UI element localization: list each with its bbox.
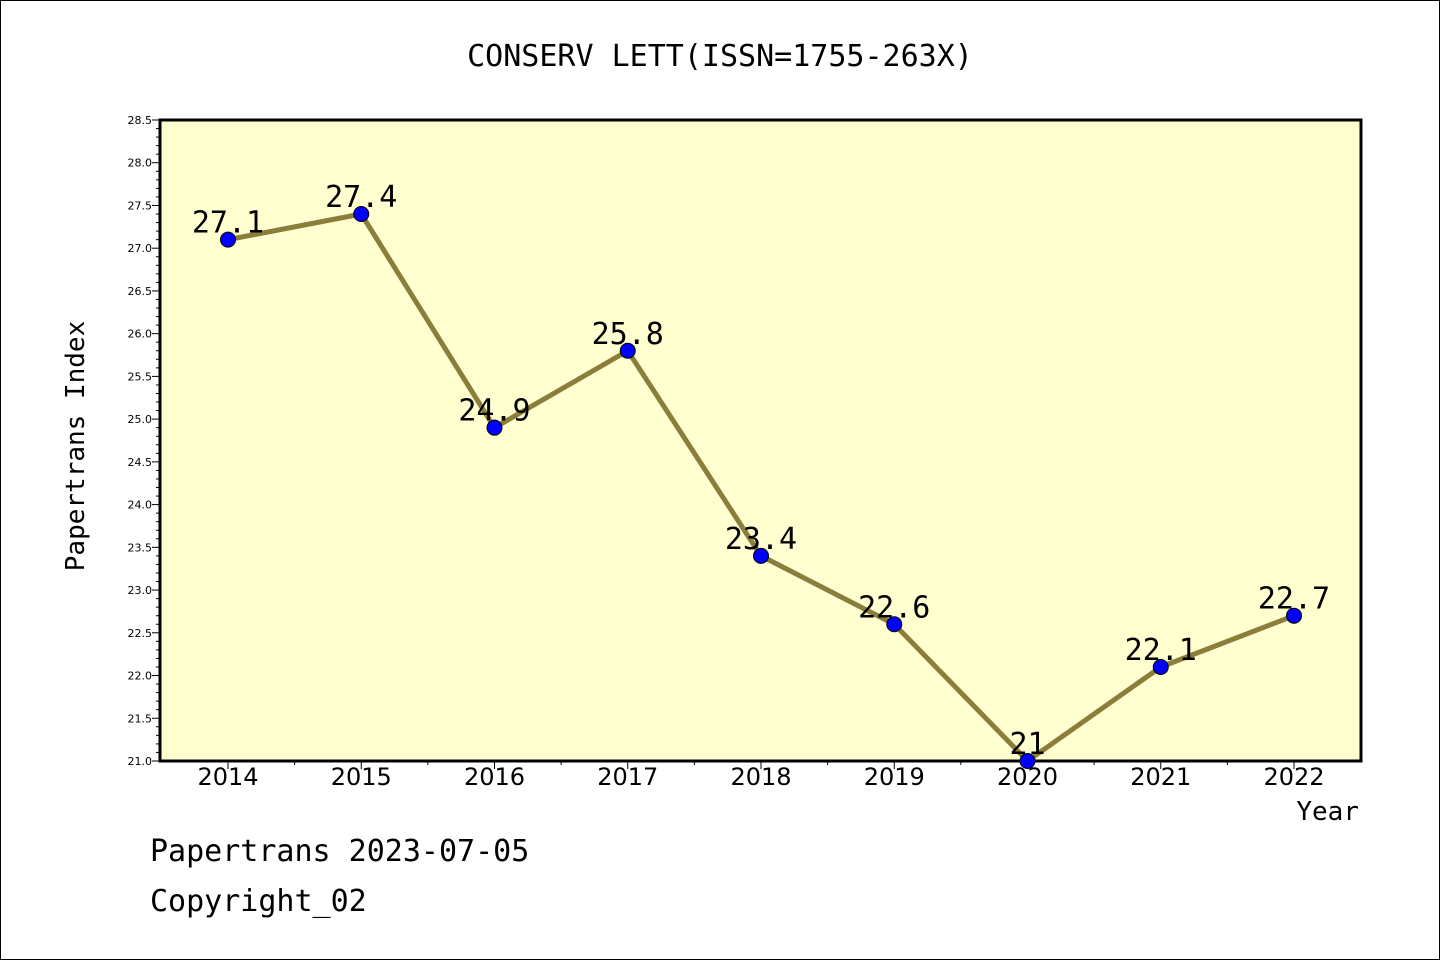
x-tick-label: 2021 [1130, 763, 1191, 791]
y-tick-label: 22.5 [128, 627, 153, 640]
x-tick-label: 2017 [597, 763, 658, 791]
y-axis-ticks: 21.0 21.5 22.0 22.5 23.0 23.5 24.0 24.5 25.0 25.5… [128, 114, 160, 768]
data-label: 27.4 [325, 180, 397, 215]
y-tick-label: 27.5 [128, 199, 153, 212]
x-tick-label: 2018 [730, 763, 791, 791]
data-point [353, 206, 370, 223]
data-point [886, 616, 903, 633]
data-label: 24.9 [458, 394, 530, 429]
data-label: 22.6 [858, 590, 930, 625]
data-label: 23.4 [725, 522, 797, 557]
data-point [619, 342, 636, 359]
x-tick-label: 2019 [864, 763, 925, 791]
chart-title: CONSERV LETT(ISSN=1755-263X) [467, 39, 973, 74]
y-tick-label: 23.0 [128, 584, 153, 597]
y-axis-label: Papertrans Index [61, 321, 91, 571]
data-labels-group: 27.1 27.4 24.9 25.8 23.4 22.6 21 22.1 22.7 [192, 180, 1330, 762]
y-tick-label: 28.0 [128, 157, 153, 170]
plot-area [158, 118, 1363, 763]
data-label: 22.7 [1258, 582, 1330, 617]
y-tick-label: 21.0 [128, 755, 153, 768]
data-point [1019, 753, 1036, 769]
x-tick-label: 2016 [464, 763, 525, 791]
y-tick-label: 27.0 [128, 242, 153, 255]
y-tick-label: 22.0 [128, 670, 153, 683]
data-point [220, 231, 236, 248]
y-tick-label: 24.5 [128, 456, 153, 469]
data-label: 22.1 [1125, 633, 1197, 668]
x-tick-label: 2015 [331, 763, 392, 791]
data-point [486, 419, 503, 436]
data-point [753, 547, 769, 564]
y-tick-label: 25.0 [128, 413, 153, 426]
data-point [1152, 658, 1169, 675]
y-tick-label: 25.5 [128, 370, 153, 383]
x-tick-label: 2022 [1263, 763, 1324, 791]
footer-copyright: Copyright_02 [150, 884, 367, 919]
data-label: 21 [1009, 727, 1045, 762]
y-tick-label: 21.5 [128, 712, 153, 725]
y-tick-label: 23.5 [128, 541, 153, 554]
y-tick-label: 28.5 [128, 114, 153, 127]
x-axis-ticks: 2014 2015 2016 2017 2018 2019 2020 2021 2022 [197, 761, 1325, 791]
y-tick-label: 26.0 [128, 328, 153, 341]
data-point [1286, 607, 1302, 624]
y-tick-label: 24.0 [128, 499, 153, 512]
data-label: 27.1 [192, 206, 264, 241]
x-axis-label: Year [1296, 797, 1359, 827]
footer-stamp: Papertrans 2023-07-05 [150, 834, 530, 869]
data-label: 25.8 [592, 317, 664, 352]
x-tick-label: 2014 [197, 763, 258, 791]
y-tick-label: 26.5 [128, 285, 153, 298]
series-markers-group [220, 206, 1302, 769]
